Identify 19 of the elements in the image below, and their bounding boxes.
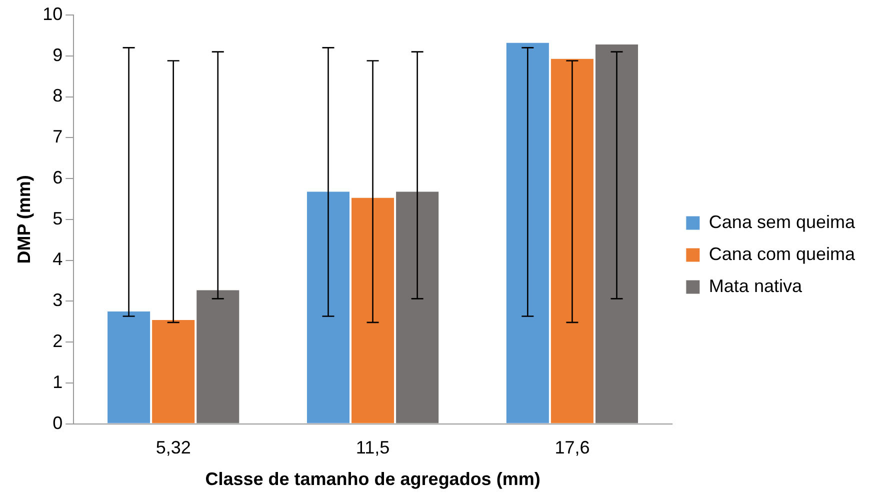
y-tick-label: 8 — [52, 86, 63, 106]
y-tick-label: 7 — [52, 126, 63, 147]
y-tick-label: 2 — [52, 331, 63, 352]
y-tick-label: 10 — [42, 4, 63, 24]
x-tick-label: 17,6 — [554, 438, 590, 458]
y-tick-label: 5 — [52, 208, 63, 228]
legend-label: Mata nativa — [708, 276, 803, 296]
y-tick-label: 6 — [52, 167, 63, 188]
legend-label: Cana com queima — [708, 244, 856, 264]
x-tick-label: 5,32 — [156, 438, 191, 458]
y-tick-label: 9 — [52, 44, 63, 65]
y-axis-title: DMP (mm) — [14, 175, 34, 264]
x-axis-title: Classe de tamanho de agregados (mm) — [205, 469, 540, 490]
y-tick-label: 3 — [52, 290, 63, 310]
y-tick-label: 0 — [52, 412, 63, 433]
y-tick-label: 4 — [52, 249, 63, 270]
legend-label: Cana sem queima — [708, 212, 856, 232]
x-tick-label: 11,5 — [356, 438, 390, 458]
y-tick-label: 1 — [52, 372, 63, 392]
